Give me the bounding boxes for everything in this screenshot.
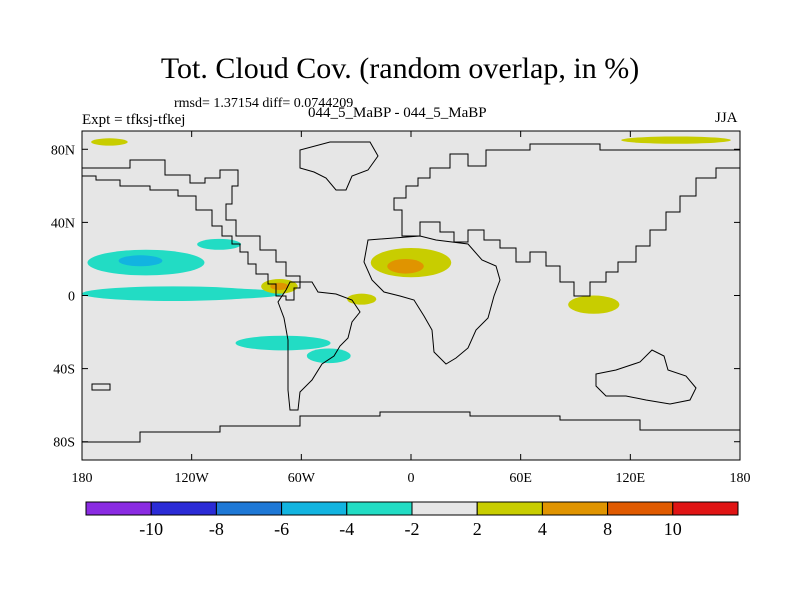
- colorbar-swatch: [411, 501, 478, 516]
- region-arctic-increase: [621, 136, 731, 144]
- colorbar-label: 8: [603, 519, 612, 539]
- experiment-label: Expt = tfksj-tfkej: [82, 112, 186, 128]
- colorbar-swatch: [150, 501, 217, 516]
- x-tick-label: 120E: [616, 471, 646, 486]
- colorbar-label: 2: [473, 519, 482, 539]
- anomaly-regions: [82, 136, 731, 364]
- coastline-australia: [595, 349, 697, 405]
- region-se-pacific-decrease: [306, 348, 351, 364]
- colorbar-swatch: [541, 501, 609, 516]
- colorbar-label: -8: [209, 519, 224, 539]
- y-tick-label: 0: [68, 290, 75, 305]
- region-central-america-increase-strong: [270, 282, 289, 291]
- colorbar-swatch: [346, 501, 413, 516]
- coastline-south-america: [277, 281, 361, 411]
- coastline-antarctica: [82, 411, 740, 443]
- coastlines: [82, 141, 741, 443]
- coastline-north-pacific-islands: [91, 383, 111, 391]
- region-equatorial-atlantic-increase: [347, 293, 377, 305]
- region-n-africa-sahel-increase-strong: [387, 258, 424, 274]
- colorbar-swatch: [281, 501, 348, 516]
- y-axis: 80N 40N 0 40S 80S: [51, 143, 740, 451]
- region-arctic-increase-w: [91, 138, 128, 146]
- coastline-greenland: [299, 141, 379, 191]
- colorbar-label: 10: [664, 519, 682, 539]
- season-label: JJA: [715, 110, 738, 126]
- x-tick-label: 180: [72, 471, 93, 486]
- colorbar-swatch: [607, 501, 674, 516]
- x-tick-label: 60E: [509, 471, 532, 486]
- colorbar-label: -4: [339, 519, 354, 539]
- colorbar-label: 4: [538, 519, 547, 539]
- colorbar-label: -2: [405, 519, 420, 539]
- rmsd-diff-stats: rmsd= 1.37154 diff= 0.0744209: [174, 96, 354, 111]
- x-tick-label: 180: [730, 471, 751, 486]
- colorbar-label: -6: [274, 519, 289, 539]
- chart-title: Tot. Cloud Cov. (random overlap, in %): [160, 52, 640, 85]
- y-tick-label: 80N: [51, 143, 75, 158]
- x-axis: 180 120W 60W 0 60E 120E 180: [72, 131, 751, 486]
- x-tick-label: 60W: [288, 471, 316, 486]
- colorbar-swatch: [476, 501, 543, 516]
- region-indian-ocean-increase: [568, 295, 620, 314]
- region-ne-pacific-decrease: [197, 238, 242, 250]
- region-e-pacific-itcz-core-decrease: [136, 288, 284, 300]
- colorbar-swatch: [85, 501, 152, 516]
- x-tick-label: 0: [408, 471, 415, 486]
- coastline-eurasia: [393, 143, 741, 297]
- y-tick-label: 40S: [53, 363, 75, 378]
- y-tick-label: 40N: [51, 216, 75, 231]
- colorbar-swatch: [672, 501, 739, 516]
- y-tick-label: 80S: [53, 436, 75, 451]
- case-subtitle: 044_5_MaBP - 044_5_MaBP: [308, 105, 487, 121]
- coastline-africa: [363, 235, 501, 365]
- x-tick-label: 120W: [175, 471, 210, 486]
- region-s-america-s-atlantic-decrease: [235, 335, 331, 351]
- colorbar-swatch: [215, 501, 283, 516]
- colorbar-label: -10: [139, 519, 163, 539]
- colorbar: -10 -8 -6 -4 -2 2 4 8 10: [85, 501, 739, 539]
- region-n-pacific-tropical-decrease-strong: [118, 255, 163, 267]
- coastline-north-america: [82, 159, 301, 301]
